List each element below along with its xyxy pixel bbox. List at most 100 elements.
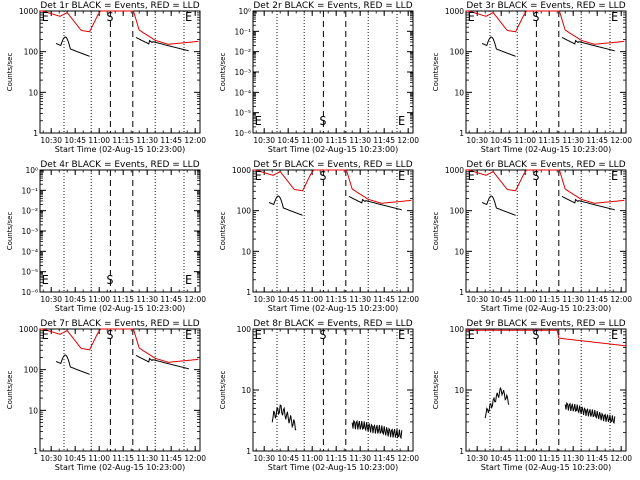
lld-series-line [40,10,199,45]
events-series-line [55,354,90,375]
x-tick-label: 11:00 [88,136,110,145]
x-tick-label: 11:30 [136,136,158,145]
y-tick-label: 10⁻² [234,48,251,57]
x-axis-label: Start Time (02-Aug-15 10:23:00) [481,145,612,154]
marker-e-start: E [468,169,475,183]
marker-e-end: E [398,169,405,183]
x-tick-label: 11:15 [112,136,134,145]
events-series-line [135,354,189,370]
y-axis-label: Counts/sec [432,53,440,92]
y-tick-label: 10 [454,88,464,97]
y-tick-label: 100 [237,325,252,334]
y-tick-label: 10⁻⁵ [234,109,251,118]
x-tick-label: 11:45 [160,454,182,463]
y-tick-label: 10 [454,386,464,395]
y-tick-label: 10⁻⁵ [21,268,38,277]
y-tick-label: 10⁻¹ [234,27,251,36]
marker-e-end: E [398,114,405,128]
x-tick-label: 10:45 [490,295,512,304]
x-tick-label: 11:45 [373,295,395,304]
y-axis-label: Counts/sec [219,371,227,410]
y-tick-label: 100 [450,48,465,57]
y-tick-label: 10⁰ [238,7,251,16]
x-tick-label: 11:15 [112,295,134,304]
x-tick-label: 11:45 [586,454,608,463]
marker-e-start: E [42,10,49,24]
x-tick-label: 11:00 [88,295,110,304]
x-tick-label: 11:15 [538,136,560,145]
x-axis-label: Start Time (02-Aug-15 10:23:00) [481,304,612,313]
marker-e-end: E [611,10,618,24]
y-tick-label: 100 [450,207,465,216]
y-tick-label: 10 [241,386,251,395]
y-tick-label: 1000 [445,166,464,175]
x-tick-label: 11:45 [586,295,608,304]
panel-title: Det 3r BLACK = Events, RED = LLD [466,1,625,11]
y-tick-label: 10 [454,247,464,256]
x-tick-label: 10:30 [253,136,275,145]
x-tick-label: 11:30 [562,454,584,463]
x-tick-label: 11:15 [325,454,347,463]
marker-e-start: E [255,114,262,128]
x-tick-label: 11:15 [538,295,560,304]
marker-s: S [532,169,539,183]
x-tick-label: 10:30 [466,295,488,304]
marker-e-end: E [611,169,618,183]
y-tick-label: 1000 [19,325,38,334]
y-tick-label: 1 [459,129,464,138]
x-tick-label: 12:00 [397,136,419,145]
events-series-line [348,195,402,211]
x-tick-label: 12:00 [184,454,206,463]
panel-7r: Det 7r BLACK = Events, RED = LLD 1 10 100 10… [6,319,206,472]
marker-e-start: E [468,10,475,24]
marker-s: S [106,10,113,24]
y-axis-label: Counts/sec [6,53,14,92]
panel-1r: Det 1r BLACK = Events, RED = LLD 1 10 100 10… [6,1,206,154]
y-tick-label: 10 [28,406,38,415]
marker-e-end: E [398,328,405,342]
lld-series-line [253,169,412,204]
x-tick-label: 11:45 [160,136,182,145]
x-tick-label: 10:45 [277,136,299,145]
y-tick-label: 1 [33,447,38,456]
events-series-line [561,36,615,52]
marker-e-start: E [468,328,475,342]
y-tick-label: 10⁻³ [21,227,38,236]
y-tick-label: 1 [459,288,464,297]
x-tick-label: 11:30 [562,295,584,304]
marker-e-start: E [42,273,49,287]
y-tick-label: 100 [450,325,465,334]
panel-6r: Det 6r BLACK = Events, RED = LLD 1 10 100 10… [432,160,632,313]
events-series-line [271,404,297,431]
y-tick-label: 1000 [19,7,38,16]
marker-e-start: E [255,169,262,183]
y-tick-label: 10⁻⁴ [21,247,38,256]
panel-3r: Det 3r BLACK = Events, RED = LLD 1 10 100 10… [432,1,632,154]
x-tick-label: 11:15 [325,136,347,145]
y-tick-label: 100 [24,48,39,57]
x-tick-label: 11:45 [586,136,608,145]
y-tick-label: 1 [246,447,251,456]
x-tick-label: 11:00 [301,136,323,145]
events-series-line [351,419,403,440]
x-tick-label: 10:30 [466,454,488,463]
x-tick-label: 11:00 [301,295,323,304]
x-axis-label: Start Time (02-Aug-15 10:23:00) [268,145,399,154]
y-axis-label: Counts/sec [6,212,14,251]
y-tick-label: 10⁻³ [234,68,251,77]
y-tick-label: 10⁻⁶ [234,129,251,138]
y-tick-label: 10⁻⁶ [21,288,38,297]
panel-title: Det 5r BLACK = Events, RED = LLD [253,160,412,170]
x-axis-label: Start Time (02-Aug-15 10:23:00) [55,463,186,472]
x-tick-label: 11:30 [562,136,584,145]
lld-series-line [466,169,625,204]
y-tick-label: 1000 [445,7,464,16]
panel-title: Det 6r BLACK = Events, RED = LLD [466,160,625,170]
events-series-line [484,387,510,419]
events-series-line [268,195,303,216]
marker-e-start: E [255,328,262,342]
x-tick-label: 12:00 [610,295,632,304]
x-tick-label: 10:45 [490,136,512,145]
x-tick-label: 11:15 [112,454,134,463]
x-tick-label: 11:15 [325,295,347,304]
